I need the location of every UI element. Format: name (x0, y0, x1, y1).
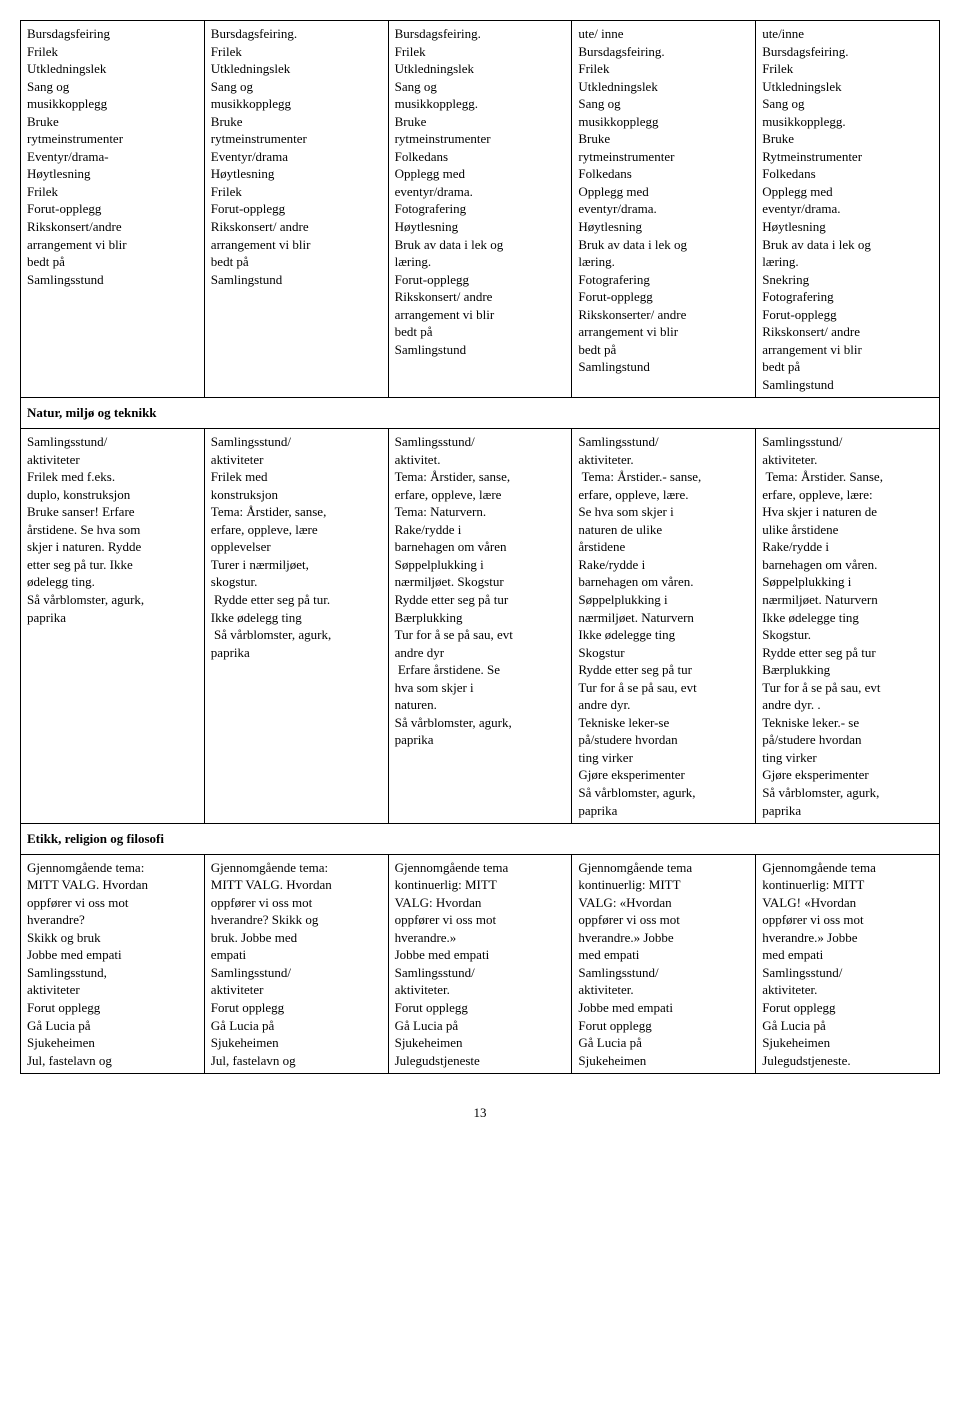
cell-text: Bursdagsfeiring. Frilek Utkledningslek S… (211, 26, 311, 287)
cell-text: ute/ inne Bursdagsfeiring. Frilek Utkled… (578, 26, 687, 374)
table-cell: Gjennomgående tema: MITT VALG. Hvordan o… (21, 854, 205, 1074)
table-cell: ute/inne Bursdagsfeiring. Frilek Utkledn… (756, 21, 940, 398)
cell-text: Samlingsstund/ aktiviteter. Tema: Årstid… (578, 434, 701, 817)
page-number: 13 (20, 1104, 940, 1122)
section-header-cell: Etikk, religion og filosofi (21, 824, 940, 855)
table-cell: Samlingsstund/ aktiviteter Frilek med ko… (204, 429, 388, 824)
table-cell: Samlingsstund/ aktiviteter. Tema: Årstid… (572, 429, 756, 824)
section-header-cell: Natur, miljø og teknikk (21, 398, 940, 429)
table-cell: Bursdagsfeiring. Frilek Utkledningslek S… (204, 21, 388, 398)
cell-text: Samlingsstund/ aktivitet. Tema: Årstider… (395, 434, 513, 747)
table-cell: Samlingsstund/ aktivitet. Tema: Årstider… (388, 429, 572, 824)
cell-text: Gjennomgående tema: MITT VALG. Hvordan o… (27, 860, 148, 1068)
cell-text: Bursdagsfeiring Frilek Utkledningslek Sa… (27, 26, 127, 287)
content-table: Bursdagsfeiring Frilek Utkledningslek Sa… (20, 20, 940, 1074)
cell-text: Gjennomgående tema kontinuerlig: MITT VA… (395, 860, 509, 1068)
table-cell: Samlingsstund/ aktiviteter Frilek med f.… (21, 429, 205, 824)
table-cell: Gjennomgående tema kontinuerlig: MITT VA… (572, 854, 756, 1074)
table-cell: ute/ inne Bursdagsfeiring. Frilek Utkled… (572, 21, 756, 398)
cell-text: Samlingsstund/ aktiviteter. Tema: Årstid… (762, 434, 883, 817)
cell-text: Gjennomgående tema kontinuerlig: MITT VA… (762, 860, 876, 1068)
table-cell: Gjennomgående tema kontinuerlig: MITT VA… (388, 854, 572, 1074)
cell-text: ute/inne Bursdagsfeiring. Frilek Utkledn… (762, 26, 871, 392)
cell-text: Gjennomgående tema kontinuerlig: MITT VA… (578, 860, 692, 1068)
table-cell: Samlingsstund/ aktiviteter. Tema: Årstid… (756, 429, 940, 824)
table-row: Bursdagsfeiring Frilek Utkledningslek Sa… (21, 21, 940, 398)
table-cell: Gjennomgående tema: MITT VALG. Hvordan o… (204, 854, 388, 1074)
cell-text: Samlingsstund/ aktiviteter Frilek med ko… (211, 434, 331, 660)
table-row: Natur, miljø og teknikk (21, 398, 940, 429)
cell-text: Gjennomgående tema: MITT VALG. Hvordan o… (211, 860, 332, 1068)
cell-text: Samlingsstund/ aktiviteter Frilek med f.… (27, 434, 144, 624)
table-cell: Bursdagsfeiring. Frilek Utkledningslek S… (388, 21, 572, 398)
cell-text: Bursdagsfeiring. Frilek Utkledningslek S… (395, 26, 504, 357)
table-cell: Bursdagsfeiring Frilek Utkledningslek Sa… (21, 21, 205, 398)
table-row: Samlingsstund/ aktiviteter Frilek med f.… (21, 429, 940, 824)
table-row: Gjennomgående tema: MITT VALG. Hvordan o… (21, 854, 940, 1074)
table-row: Etikk, religion og filosofi (21, 824, 940, 855)
table-cell: Gjennomgående tema kontinuerlig: MITT VA… (756, 854, 940, 1074)
